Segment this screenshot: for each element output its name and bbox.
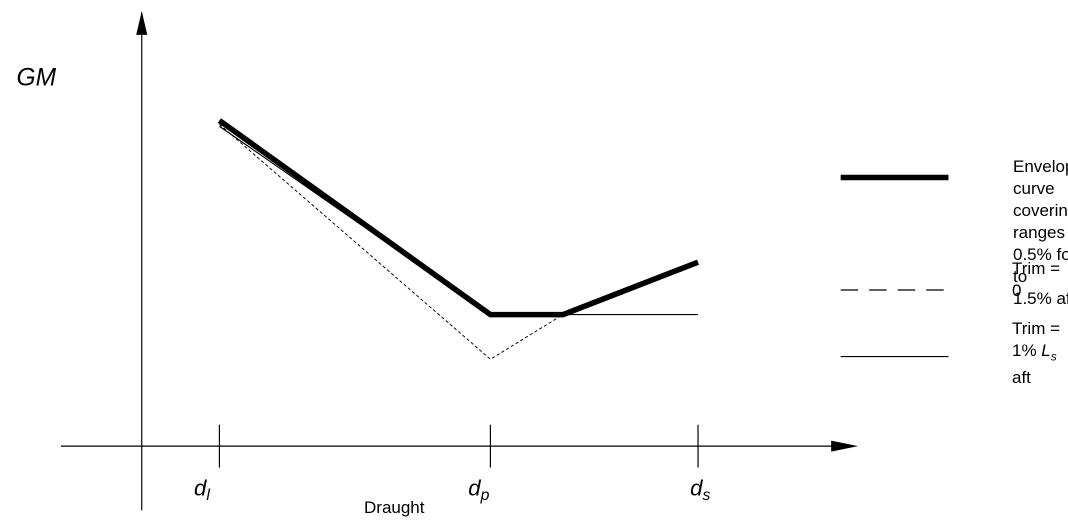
series-trim-0 <box>219 123 564 360</box>
legend-envelope-line: ranges from <box>1013 223 1068 242</box>
legend-trim1-var: L <box>1041 341 1051 360</box>
y-axis-label: GM <box>17 65 57 92</box>
legend-trim1-suffix: aft <box>1012 368 1031 388</box>
series-envelope-curve <box>217 118 700 318</box>
legend-label-trim0: Trim = 0 <box>1012 259 1061 300</box>
tick-label-dl: dl <box>194 475 210 504</box>
y-axis-arrowhead <box>136 11 148 35</box>
series-trim-1pct-aft <box>219 125 699 316</box>
legend-envelope-line: 0.5% forward to <box>1013 245 1068 286</box>
legend-envelope-line: Envelope curve <box>1013 157 1068 198</box>
tick-label-dp: dp <box>468 475 489 504</box>
x-axis-label: Draught <box>364 498 425 517</box>
tick-label-ds: ds <box>690 475 710 504</box>
legend-trim1-prefix: Trim = 1% <box>1012 319 1061 360</box>
legend-label-trim1: Trim = 1% Ls aft <box>1012 318 1068 389</box>
x-axis-arrowhead <box>831 440 859 452</box>
legend-label-envelope: Envelope curve covering trim ranges from… <box>1013 156 1068 310</box>
legend-envelope-line: covering trim <box>1013 201 1068 220</box>
legend-trim1-sub: s <box>1050 349 1057 364</box>
legend-envelope-line: 1.5% aft <box>1013 289 1068 308</box>
